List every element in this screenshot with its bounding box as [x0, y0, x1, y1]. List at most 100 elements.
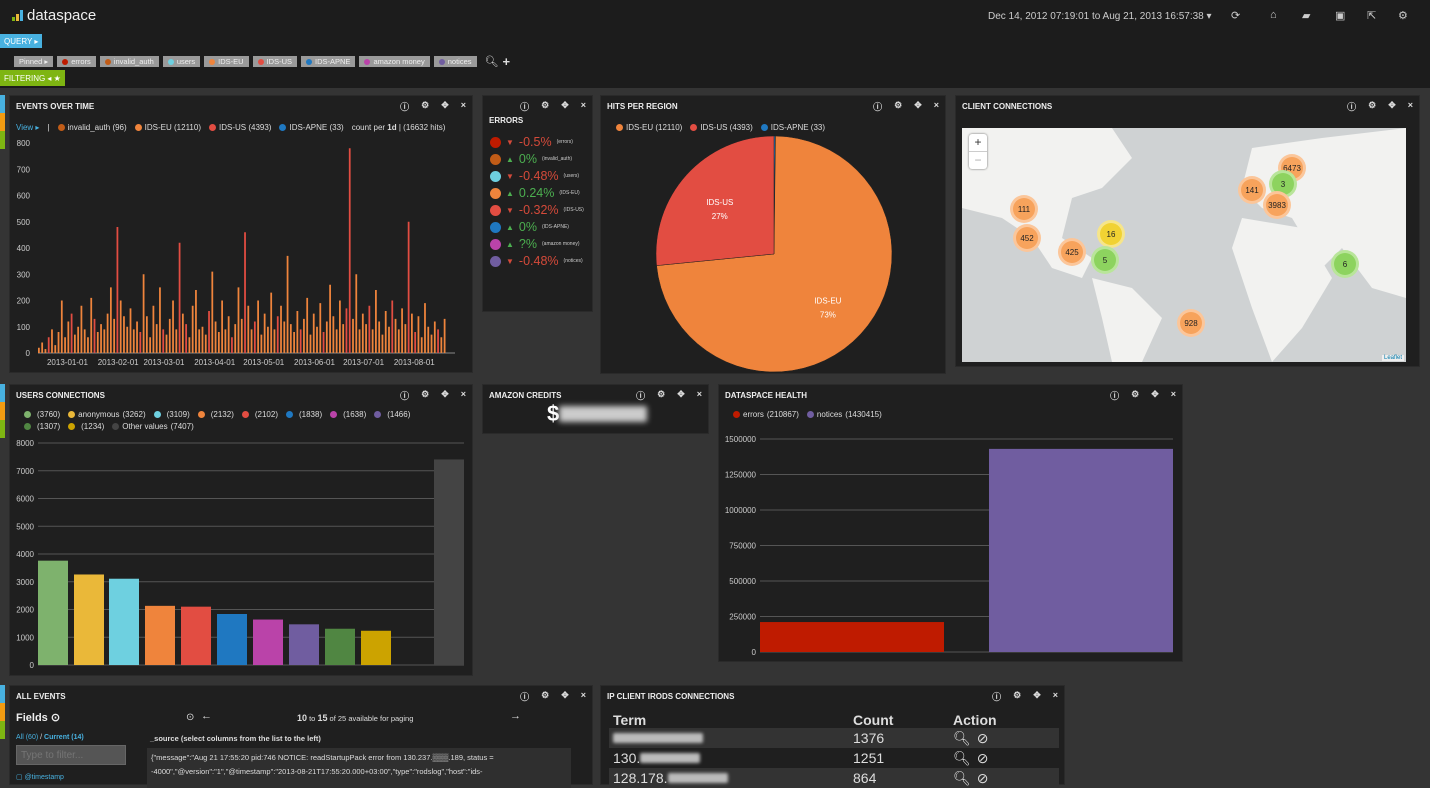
- info-icon[interactable]: ⓘ: [1110, 391, 1120, 401]
- search-icon[interactable]: 🔍︎: [953, 729, 971, 746]
- query-pill-errors[interactable]: errors: [57, 56, 96, 67]
- legend-item[interactable]: Other values (7407): [112, 422, 194, 431]
- query-pill-users[interactable]: users: [162, 56, 201, 67]
- query-pill-invalid_auth[interactable]: invalid_auth: [99, 56, 159, 67]
- legend-item[interactable]: anonymous (3262): [68, 410, 146, 419]
- gear-icon[interactable]: ⚙: [894, 100, 903, 110]
- gear-icon[interactable]: ⚙: [541, 690, 550, 700]
- info-icon[interactable]: ⓘ: [636, 391, 646, 401]
- column-header-term[interactable]: Term: [613, 712, 647, 728]
- gear-icon[interactable]: ⚙: [657, 389, 666, 399]
- close-icon[interactable]: ×: [460, 100, 466, 110]
- arrow-right-icon[interactable]: →: [510, 710, 521, 722]
- refresh-icon[interactable]: ⟳: [1231, 10, 1241, 22]
- legend-item[interactable]: IDS-EU (12110): [616, 123, 682, 132]
- query-toggle[interactable]: QUERY ▸: [0, 34, 43, 48]
- map-cluster-marker[interactable]: 5: [1094, 249, 1116, 271]
- gear-icon[interactable]: ⚙: [421, 389, 430, 399]
- fields-toggle[interactable]: Fields ⊙: [16, 712, 61, 724]
- legend-item[interactable]: (3109): [153, 410, 190, 419]
- close-icon[interactable]: ×: [933, 100, 939, 110]
- refresh-icon[interactable]: ⊙: [186, 712, 195, 723]
- gear-icon[interactable]: ⚙: [1131, 389, 1140, 399]
- map-cluster-marker[interactable]: 141: [1241, 179, 1263, 201]
- event-row[interactable]: {"message":"Aug 21 17:55:20 pid:746 NOTI…: [147, 748, 571, 788]
- gear-icon[interactable]: ⚙: [1398, 10, 1408, 22]
- legend-item[interactable]: errors (210867): [733, 410, 799, 419]
- info-icon[interactable]: ⓘ: [400, 102, 410, 112]
- save-icon[interactable]: ▣: [1335, 10, 1346, 22]
- field-item[interactable]: ▢ @timestamp: [16, 774, 64, 781]
- exclude-icon[interactable]: ⊘: [976, 749, 989, 766]
- move-icon[interactable]: ✥: [441, 100, 449, 110]
- move-icon[interactable]: ✥: [1388, 100, 1396, 110]
- map-cluster-marker[interactable]: 425: [1061, 241, 1083, 263]
- exclude-icon[interactable]: ⊘: [976, 729, 989, 746]
- close-icon[interactable]: ×: [1170, 389, 1176, 399]
- folder-open-icon[interactable]: ▰: [1302, 10, 1311, 22]
- info-icon[interactable]: ⓘ: [873, 102, 883, 112]
- search-icon[interactable]: 🔍︎: [953, 749, 971, 766]
- arrow-left-icon[interactable]: ←: [201, 710, 212, 722]
- map[interactable]: + − Leaflet 6473 141 3 3983 111 452 16 425 5 6 928: [962, 128, 1406, 362]
- close-icon[interactable]: ×: [1407, 100, 1413, 110]
- map-cluster-marker[interactable]: 111: [1013, 198, 1035, 220]
- info-icon[interactable]: ⓘ: [992, 692, 1002, 702]
- move-icon[interactable]: ✥: [561, 100, 569, 110]
- pinned-toggle[interactable]: Pinned ▸: [14, 56, 54, 67]
- current-fields-link[interactable]: Current (14): [44, 734, 84, 741]
- gear-icon[interactable]: ⚙: [1013, 690, 1022, 700]
- legend-item[interactable]: IDS-US (4393): [209, 123, 271, 132]
- exclude-icon[interactable]: ⊘: [976, 769, 989, 786]
- move-icon[interactable]: ✥: [677, 389, 685, 399]
- gear-icon[interactable]: ⚙: [541, 100, 550, 110]
- map-cluster-marker[interactable]: 6: [1334, 253, 1356, 275]
- all-fields-link[interactable]: All (60): [16, 734, 39, 741]
- filtering-toggle[interactable]: FILTERING ◂ ★: [0, 70, 65, 86]
- move-icon[interactable]: ✥: [441, 389, 449, 399]
- legend-item[interactable]: (1307): [24, 422, 60, 431]
- query-pill-IDS-US[interactable]: IDS-US: [252, 56, 298, 67]
- map-cluster-marker[interactable]: 928: [1180, 312, 1202, 334]
- query-pill-notices[interactable]: notices: [433, 56, 477, 67]
- close-icon[interactable]: ×: [580, 100, 586, 110]
- legend-item[interactable]: IDS-EU (12110): [134, 123, 201, 132]
- move-icon[interactable]: ✥: [1151, 389, 1159, 399]
- close-icon[interactable]: ×: [580, 690, 586, 700]
- time-range-picker[interactable]: Dec 14, 2012 07:19:01 to Aug 21, 2013 16…: [988, 11, 1212, 22]
- info-icon[interactable]: ⓘ: [520, 692, 530, 702]
- legend-item[interactable]: (1638): [330, 410, 366, 419]
- legend-item[interactable]: (3760): [24, 410, 60, 419]
- legend-item[interactable]: notices (1430415): [806, 410, 882, 419]
- field-filter-input[interactable]: [16, 745, 126, 765]
- legend-item[interactable]: IDS-APNE (33): [279, 123, 344, 132]
- legend-item[interactable]: (2102): [241, 410, 278, 419]
- info-icon[interactable]: ⓘ: [1347, 102, 1357, 112]
- legend-item[interactable]: (2132): [197, 410, 234, 419]
- info-icon[interactable]: ⓘ: [400, 391, 410, 401]
- map-attribution[interactable]: Leaflet: [1381, 355, 1404, 361]
- move-icon[interactable]: ✥: [914, 100, 922, 110]
- move-icon[interactable]: ✥: [1033, 690, 1041, 700]
- zoom-in-button[interactable]: +: [969, 134, 987, 152]
- search-icon[interactable]: 🔍︎: [953, 769, 971, 786]
- search-icon[interactable]: 🔍︎: [484, 56, 499, 68]
- legend-item[interactable]: IDS-APNE (33): [760, 123, 825, 132]
- zoom-out-button[interactable]: −: [974, 153, 982, 167]
- legend-item[interactable]: IDS-US (4393): [690, 123, 753, 132]
- map-cluster-marker[interactable]: 3983: [1266, 194, 1288, 216]
- legend-item[interactable]: (1234): [68, 422, 104, 431]
- info-icon[interactable]: ⓘ: [520, 102, 530, 112]
- query-pill-amazon-money[interactable]: amazon money: [359, 56, 430, 67]
- query-pill-IDS-EU[interactable]: IDS-EU: [204, 56, 249, 67]
- logo[interactable]: dataspace: [12, 7, 96, 24]
- map-cluster-marker[interactable]: 3: [1272, 173, 1294, 195]
- gear-icon[interactable]: ⚙: [1368, 100, 1377, 110]
- share-icon[interactable]: ⇱: [1367, 10, 1377, 22]
- close-icon[interactable]: ×: [460, 389, 466, 399]
- map-cluster-marker[interactable]: 16: [1100, 223, 1122, 245]
- query-pill-IDS-APNE[interactable]: IDS-APNE: [301, 56, 356, 67]
- gear-icon[interactable]: ⚙: [421, 100, 430, 110]
- legend-item[interactable]: (1466): [374, 410, 410, 419]
- move-icon[interactable]: ✥: [561, 690, 569, 700]
